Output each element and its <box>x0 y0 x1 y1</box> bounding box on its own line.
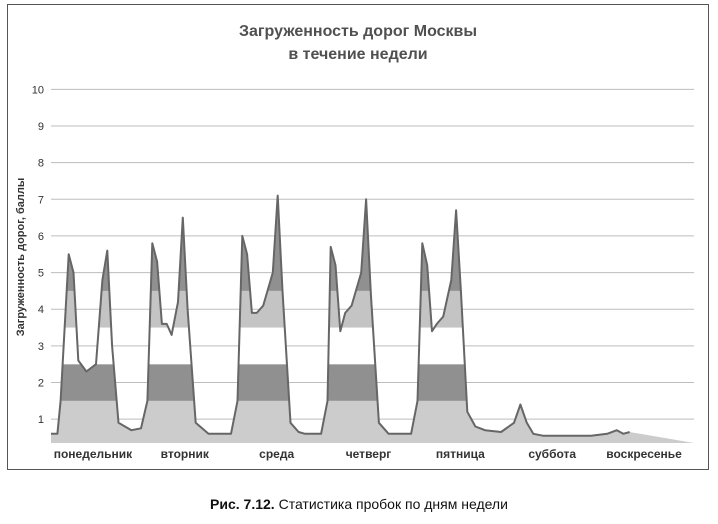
day-label: вторник <box>161 447 210 461</box>
caption-text: Статистика пробок по дням недели <box>274 496 508 512</box>
y-tick-label: 3 <box>38 341 44 353</box>
y-tick-label: 2 <box>38 378 44 390</box>
chart-title-line: Загруженность дорог Москвы <box>239 23 477 40</box>
y-tick-label: 9 <box>38 121 44 133</box>
chart-title: Загруженность дорог Москвы в течение неде… <box>239 23 477 63</box>
load-band <box>51 195 694 291</box>
chart-title-line: в течение недели <box>288 46 427 63</box>
y-tick-labels: 1 2 3 4 5 6 7 8 9 10 <box>32 84 44 426</box>
chart-frame: Загруженность дорог Москвы в течение неде… <box>7 4 709 470</box>
series-outline <box>51 194 630 437</box>
y-tick-label: 8 <box>38 158 44 170</box>
day-label: понедельник <box>54 447 133 461</box>
series-line <box>51 194 630 437</box>
figure-caption: Рис. 7.12. Статистика пробок по дням нед… <box>0 496 718 512</box>
load-band <box>51 400 694 443</box>
y-tick-label: 10 <box>32 84 44 96</box>
day-label: суббота <box>528 447 576 461</box>
day-label: среда <box>259 447 294 461</box>
y-axis-label: Загруженность дорог, баллы <box>15 178 27 337</box>
day-labels: понедельник вторник среда четверг пятница суб… <box>54 447 682 461</box>
day-label: четверг <box>346 447 392 461</box>
chart-svg: Загруженность дорог Москвы в течение неде… <box>15 23 694 461</box>
y-tick-label: 1 <box>38 414 44 426</box>
y-tick-label: 5 <box>38 268 44 280</box>
y-tick-label: 6 <box>38 231 44 243</box>
y-tick-label: 7 <box>38 194 44 206</box>
figure-number: Рис. 7.12. <box>210 496 275 512</box>
y-tick-label: 4 <box>38 304 44 316</box>
day-label: пятница <box>436 447 485 461</box>
day-label: воскресенье <box>606 447 682 461</box>
